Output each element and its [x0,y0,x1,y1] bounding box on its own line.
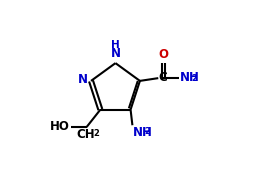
Text: N: N [78,73,88,86]
Text: 2: 2 [191,74,197,83]
Text: H: H [111,40,120,50]
Text: O: O [158,48,168,61]
Text: NH: NH [180,71,200,84]
Text: 2: 2 [94,129,100,138]
Text: HO: HO [50,120,70,133]
Text: N: N [111,47,120,60]
Text: 2: 2 [144,127,150,136]
Text: NH: NH [133,126,153,139]
Text: C: C [159,71,167,84]
Text: CH: CH [76,128,95,141]
